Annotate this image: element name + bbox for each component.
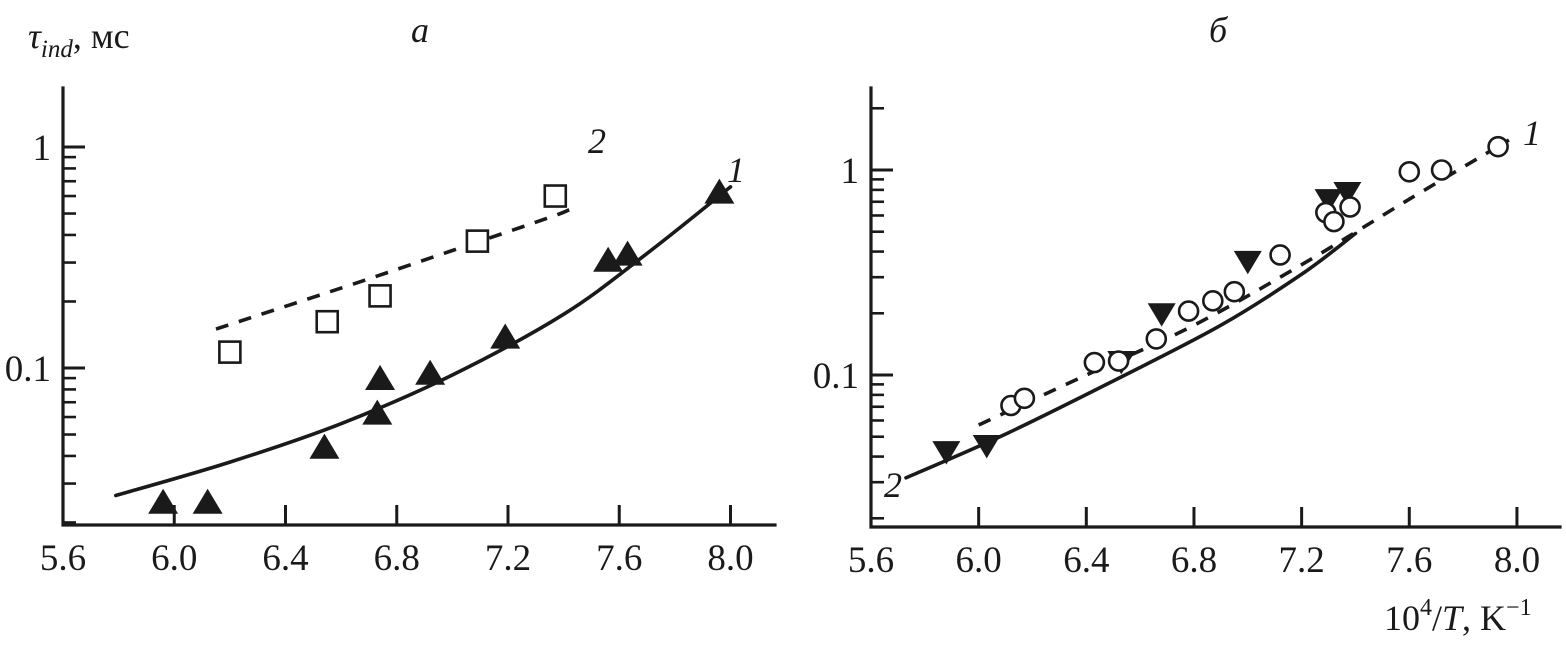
data-point-triangle-up bbox=[612, 240, 643, 266]
panel-b-x-tick-labels: 5.6 6.0 6.4 6.8 7.2 7.6 8.0 bbox=[848, 540, 1540, 581]
panel-a-series-2-label: 2 bbox=[588, 121, 606, 161]
axis-frame bbox=[61, 86, 777, 527]
data-point-circle-open bbox=[1430, 159, 1453, 181]
data-point-circle-open bbox=[1487, 135, 1509, 158]
data-point-triangle-up bbox=[309, 433, 340, 459]
x-axis-title-base: 10 bbox=[1384, 598, 1420, 638]
data-point-triangle-down bbox=[1333, 182, 1362, 206]
panel-a-axes bbox=[61, 86, 777, 527]
y-tick-label: 0.1 bbox=[813, 356, 859, 397]
data-point-circle-open bbox=[1145, 328, 1168, 350]
x-tick-label: 7.2 bbox=[1279, 540, 1325, 581]
data-point-circle-open bbox=[1083, 351, 1106, 374]
data-point-circle-open bbox=[1107, 350, 1130, 372]
panel-a-y-tick-labels: 0.11 bbox=[5, 128, 51, 390]
panel-b-svg: б 5.6 6.0 6.4 6.8 7.2 7.6 8.0 0.11 1 2 104/T, … bbox=[813, 10, 1562, 638]
chart-panel-a: τind, мс а 5.6 6.0 6.4 6.8 7.2 7.6 8.0 0.1 1 1 … bbox=[5, 10, 777, 579]
data-point-circle-open bbox=[1269, 244, 1291, 266]
data-point-triangle-up bbox=[362, 399, 393, 425]
panel-b-title: б bbox=[1209, 10, 1229, 50]
panel-a-curves bbox=[114, 185, 733, 498]
data-point-triangle-up bbox=[490, 323, 521, 349]
x-tick-label: 6.0 bbox=[151, 538, 197, 579]
y-tick-label: 0.1 bbox=[5, 349, 51, 390]
x-tick-label: 6.4 bbox=[1063, 540, 1109, 581]
panel-a-y-ticks bbox=[63, 145, 85, 524]
x-axis-title-unit-exponent: −1 bbox=[1506, 595, 1532, 621]
data-point-circle-open bbox=[1339, 196, 1361, 218]
x-axis-title-variable: T bbox=[1442, 598, 1465, 638]
data-point-triangle-down bbox=[932, 441, 961, 465]
x-tick-label: 5.6 bbox=[848, 540, 894, 581]
x-axis-title-unit: , K bbox=[1462, 598, 1506, 638]
data-point-circle-open bbox=[1202, 290, 1224, 312]
x-tick-label: 8.0 bbox=[1494, 540, 1540, 581]
panel-b-x-ticks bbox=[869, 507, 1519, 527]
y-tick-label: 1 bbox=[33, 128, 52, 169]
x-tick-label: 6.4 bbox=[262, 538, 308, 579]
data-point-circle-open bbox=[1013, 387, 1036, 410]
y-axis-title-subscript: ind bbox=[41, 36, 73, 63]
data-point-circle-open bbox=[1398, 160, 1421, 183]
x-axis-title-exponent: 4 bbox=[1420, 595, 1432, 621]
data-point-square-open bbox=[543, 184, 568, 208]
data-point-square-open bbox=[465, 229, 490, 253]
data-point-triangle-up bbox=[365, 364, 396, 390]
panel-a-title: а bbox=[411, 10, 429, 50]
data-point-triangle-up bbox=[415, 359, 446, 385]
panel-b-markers bbox=[932, 135, 1509, 465]
panel-a-series-1-label: 1 bbox=[727, 150, 745, 190]
data-point-square-open bbox=[315, 309, 340, 334]
data-point-circle-open bbox=[1177, 300, 1200, 322]
panel-b-series-1-label: 1 bbox=[1523, 113, 1541, 153]
x-tick-label: 7.2 bbox=[485, 538, 531, 579]
data-point-triangle-up bbox=[148, 488, 179, 514]
series-1-solid-curve bbox=[114, 185, 733, 498]
data-point-square-open bbox=[218, 340, 242, 364]
x-tick-label: 7.6 bbox=[1386, 540, 1432, 581]
y-tick-label: 1 bbox=[841, 151, 860, 192]
data-point-triangle-up bbox=[704, 178, 735, 204]
y-axis-title-unit: , мс bbox=[73, 16, 130, 56]
data-point-circle-open bbox=[1223, 280, 1246, 303]
data-point-triangle-down bbox=[1314, 189, 1343, 213]
y-axis-title-symbol: τ bbox=[28, 16, 42, 56]
data-point-triangle-down bbox=[972, 435, 1001, 459]
data-point-triangle-up bbox=[192, 488, 223, 514]
x-axis-title: 104/T, K−1 bbox=[1384, 595, 1532, 638]
x-tick-label: 6.8 bbox=[1171, 540, 1217, 581]
panel-a-markers bbox=[148, 178, 735, 514]
data-point-triangle-down bbox=[1147, 303, 1176, 327]
series-2-dashed-curve bbox=[215, 208, 570, 331]
series-1-dashed-curve bbox=[977, 138, 1510, 427]
chart-panel-b: б 5.6 6.0 6.4 6.8 7.2 7.6 8.0 0.1 1 1 2 104/T, … bbox=[790, 0, 1566, 650]
panel-a-x-tick-labels: 5.6 6.0 6.4 6.8 7.2 7.6 8.0 bbox=[40, 538, 754, 579]
x-tick-label: 8.0 bbox=[707, 538, 753, 579]
x-tick-label: 6.0 bbox=[956, 540, 1002, 581]
panel-a-svg: τind, мс а 5.6 6.0 6.4 6.8 7.2 7.6 8.0 0.11 1 … bbox=[5, 10, 777, 579]
data-point-square-open bbox=[368, 284, 392, 308]
panel-b-series-2-label: 2 bbox=[884, 465, 902, 505]
panel-b-y-tick-labels: 0.11 bbox=[813, 151, 859, 397]
data-point-triangle-down bbox=[1233, 250, 1262, 275]
x-tick-label: 6.8 bbox=[374, 538, 420, 579]
y-axis-title: τind, мс bbox=[28, 16, 130, 63]
panel-a-x-ticks bbox=[61, 505, 732, 525]
panel-b-y-ticks bbox=[871, 106, 893, 520]
x-axis-title-slash: / bbox=[1432, 598, 1442, 638]
x-tick-label: 7.6 bbox=[596, 538, 642, 579]
x-tick-label: 5.6 bbox=[40, 538, 86, 579]
data-point-circle-open bbox=[1323, 210, 1345, 233]
